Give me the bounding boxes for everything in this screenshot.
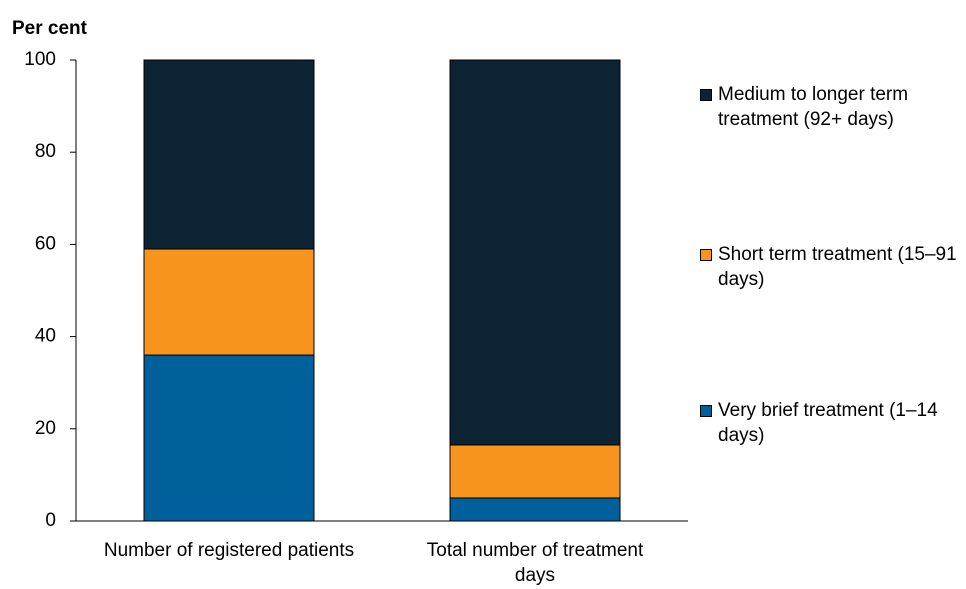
legend-swatch [700, 249, 712, 261]
bar-segment [449, 59, 621, 446]
y-tick-label: 60 [35, 233, 56, 254]
y-tick-label: 40 [35, 326, 56, 347]
bar-segment [143, 59, 315, 250]
legend-label: Very brief treatment (1–14 days) [718, 400, 938, 446]
legend-swatch [700, 405, 712, 417]
y-axis-label: Per cent [12, 18, 88, 39]
bar-segment [449, 444, 621, 499]
legend-swatch [700, 89, 712, 101]
bar-segment [143, 248, 315, 356]
y-tick-label: 100 [24, 49, 56, 70]
bar-segment [449, 497, 621, 522]
x-tick-label: Total number of treatment days [426, 540, 644, 586]
y-tick-label: 80 [35, 141, 56, 162]
y-tick-label: 0 [45, 510, 56, 531]
bar-segment [143, 354, 315, 522]
x-tick-label: Number of registered patients [103, 540, 355, 561]
legend-label: Medium to longer term treatment (92+ day… [718, 84, 909, 130]
y-tick-label: 20 [35, 418, 56, 439]
legend-label: Short term treatment (15–91 days) [718, 244, 957, 290]
